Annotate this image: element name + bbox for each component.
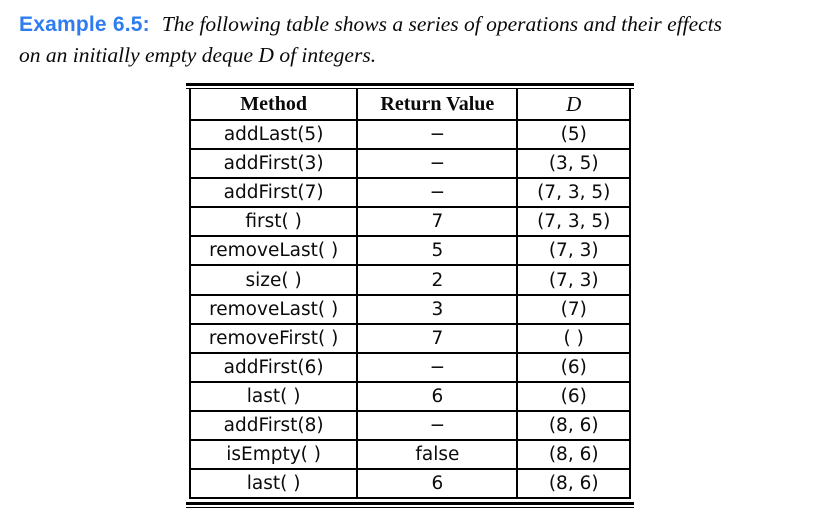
method-cell: addFirst(8) — [188, 409, 359, 442]
table-bottom-double-rule — [186, 502, 634, 509]
deque-state-cell: (7, 3, 5) — [516, 206, 631, 238]
method-cell: addFirst(7) — [188, 177, 359, 209]
table-row: addFirst(8) − (8, 6) — [188, 409, 631, 442]
method-cell: addLast(5) — [188, 118, 359, 151]
deque-operations-table: Method Return Value D addLast(5) − (5) a… — [186, 83, 634, 509]
return-value-cell: 3 — [356, 293, 519, 325]
table-row: addFirst(6) − (6) — [188, 351, 631, 383]
deque-state-cell: (7, 3) — [516, 264, 631, 296]
method-cell: last( ) — [188, 380, 359, 412]
deque-state-cell: (8, 6) — [516, 468, 631, 500]
return-value-cell: − — [356, 351, 519, 383]
return-value-cell: 5 — [356, 235, 519, 267]
table-top-double-rule — [186, 83, 634, 89]
method-cell: removeFirst( ) — [188, 322, 359, 354]
deque-state-cell: (7, 3) — [516, 235, 631, 267]
method-cell: first( ) — [188, 206, 359, 238]
deque-state-cell: ( ) — [516, 322, 631, 354]
deque-state-cell: (6) — [516, 351, 631, 383]
table-row: last( ) 6 (8, 6) — [188, 468, 631, 500]
example-number-label: Example 6.5: — [19, 13, 150, 36]
table-row: last( ) 6 (6) — [188, 380, 631, 412]
deque-state-cell: (7) — [516, 293, 631, 325]
method-cell: size( ) — [188, 264, 359, 296]
table-row: isEmpty( ) false (8, 6) — [188, 439, 631, 471]
return-value-cell: 6 — [356, 380, 519, 412]
intro-line-2: on an initially empty deque D of integer… — [19, 43, 377, 67]
operations-table: Method Return Value D addLast(5) − (5) a… — [188, 89, 631, 500]
deque-state-cell: (8, 6) — [516, 439, 631, 471]
example-paragraph: Example 6.5: The following table shows a … — [0, 0, 821, 71]
method-cell: addFirst(6) — [188, 351, 359, 383]
return-value-cell: false — [356, 439, 519, 471]
return-value-cell: − — [356, 148, 519, 180]
table-row: removeFirst( ) 7 ( ) — [188, 322, 631, 354]
method-cell: last( ) — [188, 468, 359, 500]
column-header-deque: D — [516, 89, 631, 121]
deque-state-cell: (3, 5) — [516, 148, 631, 180]
return-value-cell: 7 — [356, 322, 519, 354]
method-cell: isEmpty( ) — [188, 439, 359, 471]
return-value-cell: 6 — [356, 468, 519, 500]
method-cell: removeLast( ) — [188, 235, 359, 267]
return-value-cell: 7 — [356, 206, 519, 238]
table-header-row: Method Return Value D — [188, 89, 631, 121]
column-header-return-value: Return Value — [356, 89, 519, 121]
column-header-method: Method — [188, 89, 359, 121]
deque-state-cell: (6) — [516, 380, 631, 412]
table-row: first( ) 7 (7, 3, 5) — [188, 206, 631, 238]
table-row: removeLast( ) 3 (7) — [188, 293, 631, 325]
method-cell: removeLast( ) — [188, 293, 359, 325]
table-row: removeLast( ) 5 (7, 3) — [188, 235, 631, 267]
return-value-cell: − — [356, 177, 519, 209]
method-cell: addFirst(3) — [188, 148, 359, 180]
return-value-cell: − — [356, 118, 519, 151]
deque-state-cell: (8, 6) — [516, 409, 631, 442]
table-row: size( ) 2 (7, 3) — [188, 264, 631, 296]
table-row: addLast(5) − (5) — [188, 118, 631, 151]
table-row: addFirst(7) − (7, 3, 5) — [188, 177, 631, 209]
deque-state-cell: (5) — [516, 118, 631, 151]
deque-state-cell: (7, 3, 5) — [516, 177, 631, 209]
return-value-cell: 2 — [356, 264, 519, 296]
return-value-cell: − — [356, 409, 519, 442]
intro-line-1: The following table shows a series of op… — [161, 12, 722, 36]
table-row: addFirst(3) − (3, 5) — [188, 148, 631, 180]
